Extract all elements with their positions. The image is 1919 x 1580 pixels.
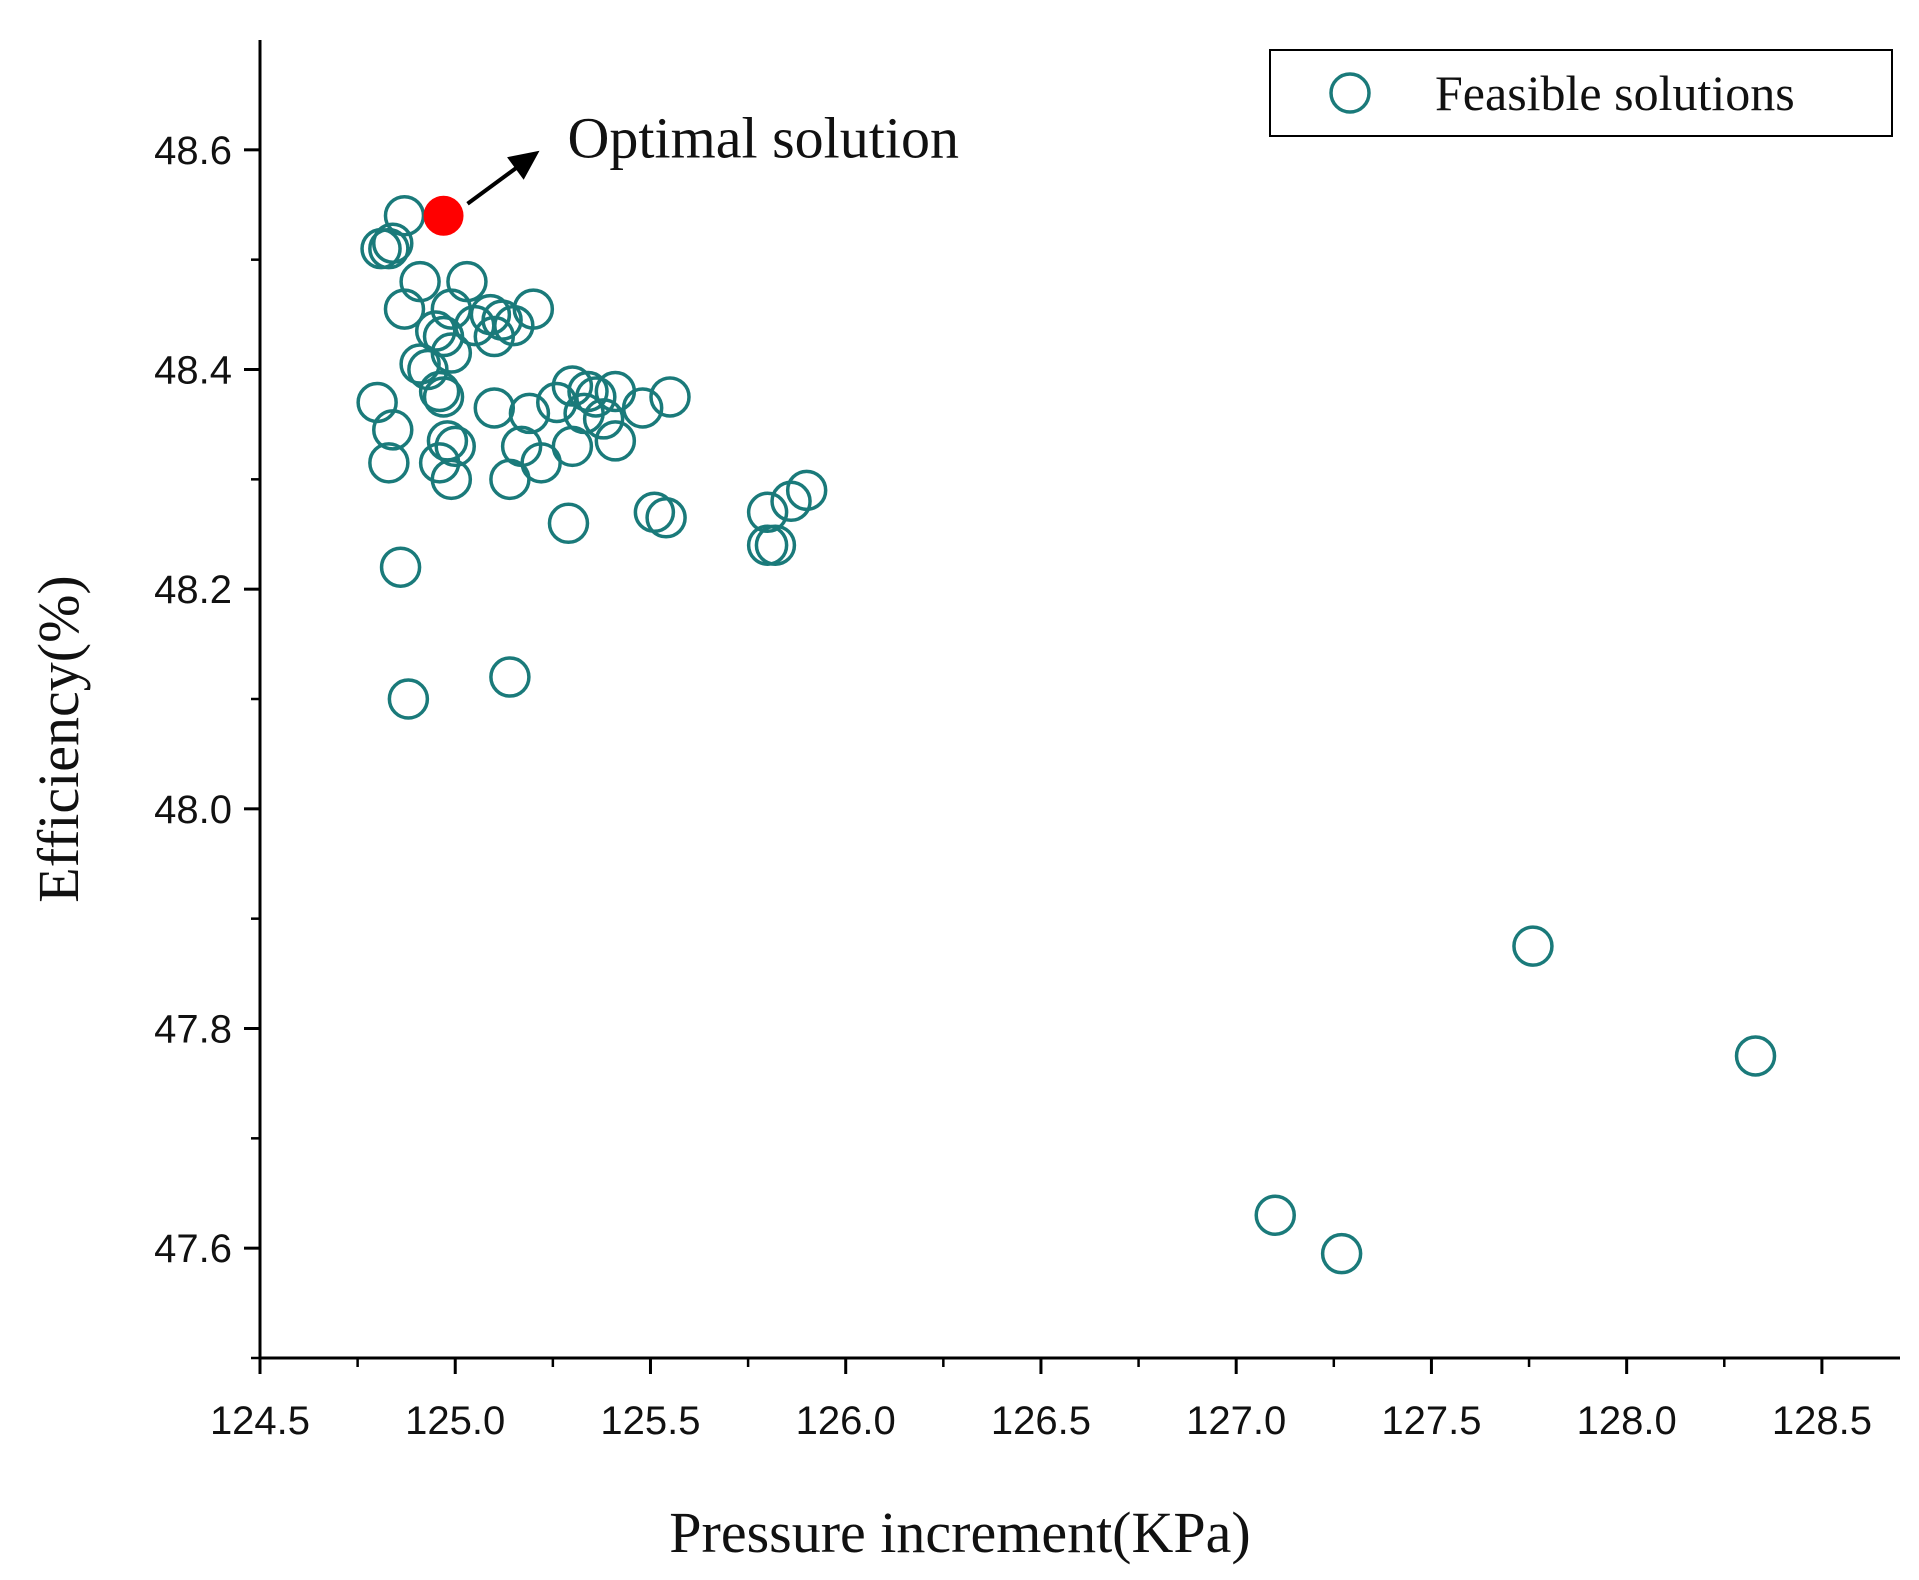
y-tick-label: 47.8	[154, 1008, 232, 1052]
x-axis-title: Pressure increment(KPa)	[669, 1500, 1250, 1565]
x-tick-label: 124.5	[210, 1399, 310, 1443]
feasible-point	[473, 387, 516, 429]
feasible-point	[1512, 925, 1554, 967]
x-tick-label: 125.0	[405, 1399, 505, 1443]
feasible-point	[372, 222, 414, 264]
feasible-point	[368, 442, 410, 484]
y-tick-label: 47.6	[154, 1227, 232, 1271]
feasible-point	[582, 398, 625, 440]
feasible-point	[770, 480, 812, 523]
x-tick-label: 127.5	[1381, 1399, 1481, 1443]
feasible-point	[547, 502, 590, 545]
feasible-point	[372, 409, 414, 451]
feasible-point	[383, 288, 426, 330]
y-axis-title: Efficiency(%)	[26, 575, 91, 902]
feasible-point	[621, 387, 664, 429]
feasible-point	[594, 420, 637, 462]
feasible-point	[473, 315, 516, 358]
ticks: 124.5 125.0 125.5 126.0 126.5 127.0 127.5 128.0…	[154, 129, 1872, 1443]
data-points	[356, 194, 1777, 1275]
feasible-point	[746, 524, 789, 566]
feasible-point	[379, 546, 422, 588]
feasible-point	[430, 332, 473, 374]
feasible-point	[422, 376, 465, 418]
feasible-point	[430, 288, 473, 330]
x-tick-label: 126.0	[796, 1399, 896, 1443]
legend-label-feasible: Feasible solutions	[1435, 65, 1795, 121]
feasible-point	[1734, 1035, 1777, 1077]
legend-box	[1269, 49, 1893, 137]
feasible-point	[414, 310, 457, 352]
x-tick-label: 127.0	[1186, 1399, 1286, 1443]
feasible-point	[368, 227, 410, 270]
annotation-label: Optimal solution	[568, 106, 960, 171]
feasible-point	[418, 370, 461, 413]
x-tick-label: 126.5	[991, 1399, 1091, 1443]
feasible-point	[387, 678, 430, 720]
feasible-point	[746, 491, 789, 534]
x-tick-label: 125.5	[600, 1399, 700, 1443]
feasible-point	[489, 656, 531, 698]
annotation-arrowhead	[507, 150, 540, 180]
feasible-point	[508, 392, 551, 435]
y-tick-label: 48.2	[154, 568, 232, 612]
feasible-point	[434, 425, 476, 468]
x-tick-label: 128.5	[1772, 1399, 1872, 1443]
feasible-point	[649, 376, 691, 418]
legend-marker-feasible	[1329, 72, 1371, 114]
y-tick-label: 48.4	[154, 349, 232, 393]
feasible-point	[489, 458, 531, 501]
feasible-point	[1320, 1232, 1363, 1275]
x-tick-label: 128.0	[1577, 1399, 1677, 1443]
feasible-point	[430, 458, 473, 501]
optimal-point	[423, 195, 464, 236]
feasible-point	[383, 194, 426, 237]
feasible-point	[399, 343, 441, 385]
feasible-point	[1254, 1194, 1296, 1236]
legend: Feasible solutions	[1269, 49, 1893, 137]
feasible-point	[645, 497, 687, 539]
y-tick-label: 48.0	[154, 788, 232, 832]
feasible-point	[536, 381, 578, 424]
feasible-point	[493, 304, 535, 347]
y-tick-label: 48.6	[154, 129, 232, 173]
optimal-annotation: Optimal solution	[466, 106, 960, 206]
